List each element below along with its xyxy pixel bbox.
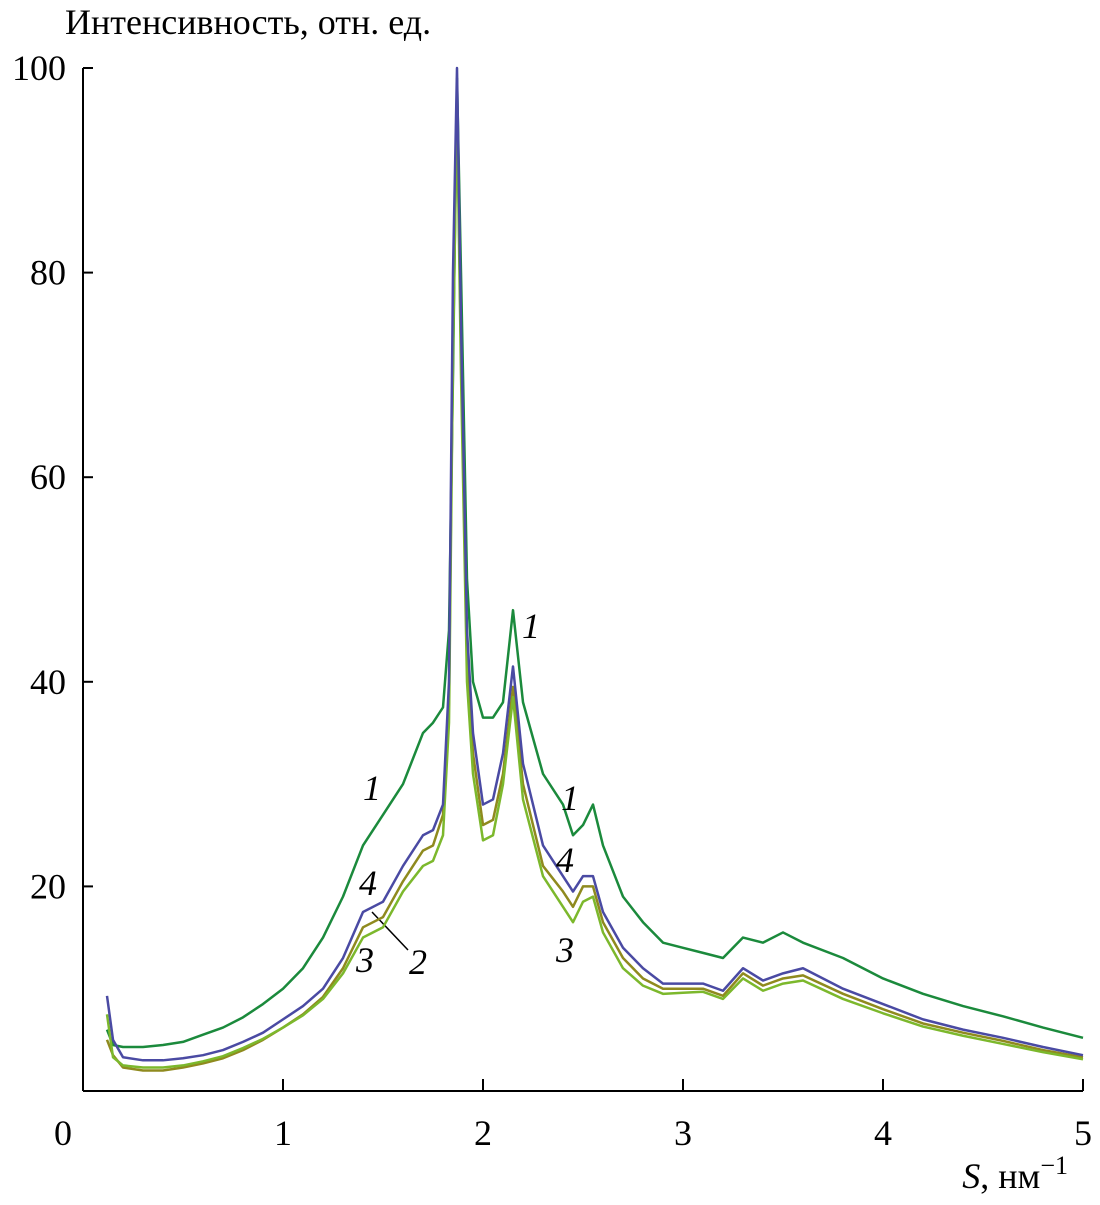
- x-axis-label: S, нм−1: [962, 1151, 1068, 1196]
- x-tick-label: 3: [674, 1113, 692, 1153]
- curve-label: 4: [556, 840, 574, 880]
- x-tick-label: 5: [1074, 1113, 1092, 1153]
- curve-label: 3: [555, 930, 574, 970]
- series-line: [105, 66, 1084, 1062]
- y-tick-label: 60: [30, 457, 66, 497]
- y-tick-label: 40: [30, 662, 66, 702]
- x-tick-label: 1: [274, 1113, 292, 1153]
- y-tick-label: 100: [12, 48, 66, 88]
- x-label-exponent: −1: [1040, 1151, 1068, 1180]
- curve-label: 4: [359, 863, 377, 903]
- y-tick-label: 80: [30, 253, 66, 293]
- y-tick-label: 20: [30, 866, 66, 906]
- series-line: [105, 87, 1084, 1072]
- curve-label: 1: [561, 778, 579, 818]
- curve-label: 1: [363, 768, 381, 808]
- series-line: [105, 107, 1084, 1069]
- curve-label: 3: [355, 940, 374, 980]
- y-axis-label: Интенсивность, отн. ед.: [65, 2, 431, 42]
- series-line: [105, 76, 1084, 1049]
- x-label-unit: , нм: [980, 1156, 1040, 1196]
- x-tick-label: 0: [54, 1113, 72, 1153]
- x-label-symbol: S: [962, 1156, 980, 1196]
- x-tick-label: 4: [874, 1113, 892, 1153]
- curve-label: 2: [409, 942, 427, 982]
- curve-label: 1: [522, 606, 540, 646]
- x-tick-label: 2: [474, 1113, 492, 1153]
